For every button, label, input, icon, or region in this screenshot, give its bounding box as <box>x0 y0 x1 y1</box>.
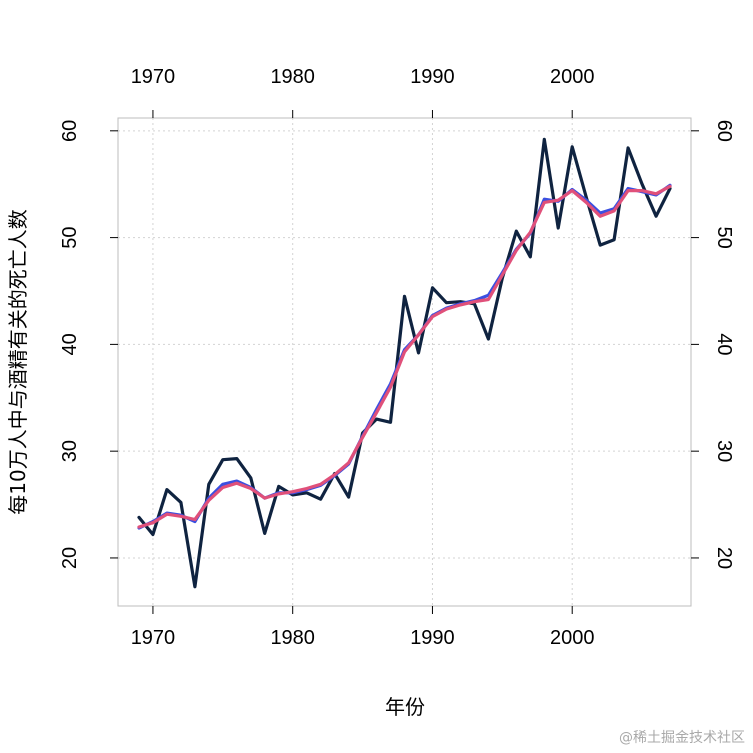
y-tick-label-left: 60 <box>59 120 81 142</box>
series-line-3 <box>137 184 672 529</box>
y-tick-label-right: 50 <box>713 226 735 248</box>
x-tick-label-top: 1990 <box>410 66 455 88</box>
series-lines <box>137 137 672 589</box>
x-tick-label-bottom: 1990 <box>410 627 455 649</box>
y-tick-label-right: 20 <box>713 547 735 569</box>
y-tick-label-left: 20 <box>59 547 81 569</box>
axes: 1970 1970 1980 1980 1990 1990 2000 2000 20 20 30 30… <box>59 66 735 649</box>
y-tick-label-right: 60 <box>713 120 735 142</box>
x-tick-label-bottom: 2000 <box>550 627 595 649</box>
y-tick-label-left: 50 <box>59 226 81 248</box>
x-tick-label-top: 1980 <box>270 66 315 88</box>
y-axis-title: 每10万人中与酒精有关的死亡人数 <box>6 209 30 514</box>
x-axis-title: 年份 <box>385 695 425 719</box>
grid-lines <box>118 118 691 606</box>
y-tick-label-left: 40 <box>59 333 81 355</box>
plot-border <box>117 117 692 607</box>
y-tick-label-right: 30 <box>713 440 735 462</box>
x-tick-label-bottom: 1980 <box>270 627 315 649</box>
x-tick-label-top: 2000 <box>550 66 595 88</box>
series-line-2 <box>137 183 672 530</box>
y-tick-label-right: 40 <box>713 333 735 355</box>
x-tick-label-top: 1970 <box>131 66 176 88</box>
x-tick-label-bottom: 1970 <box>131 627 176 649</box>
watermark: @稀土掘金技术社区 <box>619 730 745 746</box>
y-tick-label-left: 30 <box>59 440 81 462</box>
series-line-1 <box>137 137 672 589</box>
